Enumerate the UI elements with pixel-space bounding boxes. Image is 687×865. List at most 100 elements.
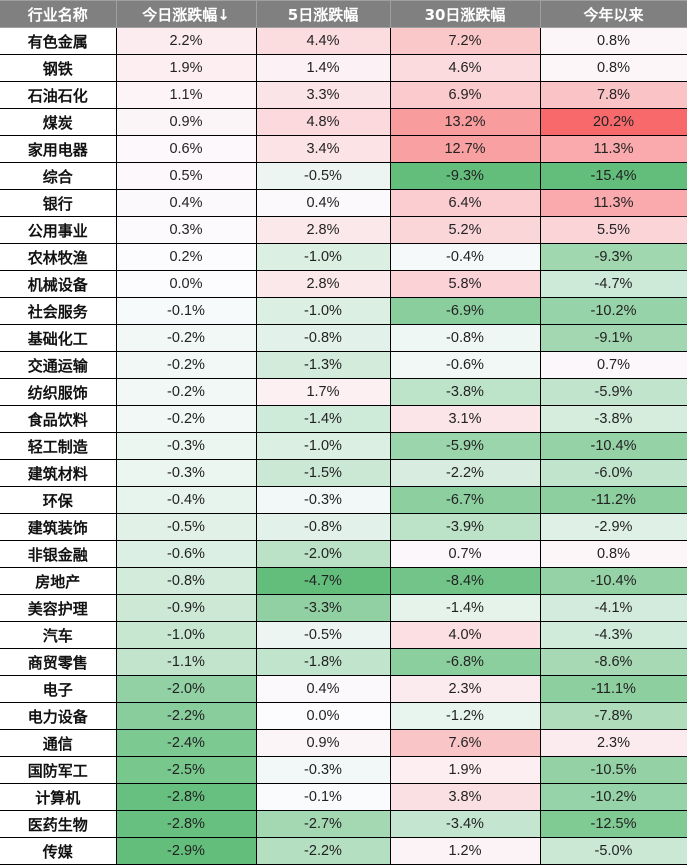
industry-name-cell: 基础化工 xyxy=(0,324,117,352)
table-row: 煤炭 0.9% 4.8% 13.2% 20.2% xyxy=(0,108,687,136)
daily-change-cell: 2.2% xyxy=(115,27,257,55)
daily-change-cell: -2.0% xyxy=(115,675,257,703)
5day-change-cell: -4.7% xyxy=(255,567,391,595)
daily-change-cell: -2.8% xyxy=(115,783,257,811)
30day-change-cell: -0.8% xyxy=(389,324,541,352)
table-row: 交通运输 -0.2% -1.3% -0.6% 0.7% xyxy=(0,351,687,379)
ytd-change-cell: 0.7% xyxy=(539,351,687,379)
table-row: 电力设备 -2.2% 0.0% -1.2% -7.8% xyxy=(0,702,687,730)
5day-change-cell: 1.7% xyxy=(255,378,391,406)
daily-change-cell: -0.3% xyxy=(115,459,257,487)
ytd-change-cell: -2.9% xyxy=(539,513,687,541)
30day-change-cell: -6.7% xyxy=(389,486,541,514)
table-row: 医药生物 -2.8% -2.7% -3.4% -12.5% xyxy=(0,810,687,838)
daily-change-cell: 0.6% xyxy=(115,135,257,163)
industry-name-cell: 传媒 xyxy=(0,837,117,865)
table-row: 机械设备 0.0% 2.8% 5.8% -4.7% xyxy=(0,270,687,298)
30day-change-cell: -9.3% xyxy=(389,162,541,190)
5day-change-cell: -1.4% xyxy=(255,405,391,433)
header-row: 行业名称 今日涨跌幅↓ 5日涨跌幅 30日涨跌幅 今年以来 xyxy=(0,0,687,28)
daily-change-cell: -0.8% xyxy=(115,567,257,595)
daily-change-cell: -2.2% xyxy=(115,702,257,730)
header-industry-name[interactable]: 行业名称 xyxy=(0,0,117,28)
industry-name-cell: 通信 xyxy=(0,729,117,757)
daily-change-cell: -1.0% xyxy=(115,621,257,649)
5day-change-cell: -1.3% xyxy=(255,351,391,379)
industry-name-cell: 建筑装饰 xyxy=(0,513,117,541)
5day-change-cell: 4.4% xyxy=(255,27,391,55)
5day-change-cell: -0.5% xyxy=(255,621,391,649)
header-daily-change-sorted[interactable]: 今日涨跌幅↓ xyxy=(115,0,257,28)
30day-change-cell: 7.6% xyxy=(389,729,541,757)
industry-name-cell: 石油石化 xyxy=(0,81,117,109)
daily-change-cell: -0.2% xyxy=(115,324,257,352)
daily-change-cell: -2.4% xyxy=(115,729,257,757)
5day-change-cell: -0.3% xyxy=(255,756,391,784)
5day-change-cell: -0.1% xyxy=(255,783,391,811)
table-row: 有色金属 2.2% 4.4% 7.2% 0.8% xyxy=(0,27,687,55)
5day-change-cell: 2.8% xyxy=(255,216,391,244)
5day-change-cell: 3.4% xyxy=(255,135,391,163)
table-row: 美容护理 -0.9% -3.3% -1.4% -4.1% xyxy=(0,594,687,622)
daily-change-cell: 0.9% xyxy=(115,108,257,136)
industry-name-cell: 环保 xyxy=(0,486,117,514)
industry-name-cell: 钢铁 xyxy=(0,54,117,82)
industry-name-cell: 纺织服饰 xyxy=(0,378,117,406)
5day-change-cell: -2.7% xyxy=(255,810,391,838)
header-30day-change[interactable]: 30日涨跌幅 xyxy=(389,0,541,28)
30day-change-cell: 1.9% xyxy=(389,756,541,784)
ytd-change-cell: -10.2% xyxy=(539,297,687,325)
industry-name-cell: 建筑材料 xyxy=(0,459,117,487)
industry-name-cell: 国防军工 xyxy=(0,756,117,784)
ytd-change-cell: -6.0% xyxy=(539,459,687,487)
5day-change-cell: 0.9% xyxy=(255,729,391,757)
5day-change-cell: -0.8% xyxy=(255,324,391,352)
5day-change-cell: 4.8% xyxy=(255,108,391,136)
ytd-change-cell: -5.0% xyxy=(539,837,687,865)
table-row: 环保 -0.4% -0.3% -6.7% -11.2% xyxy=(0,486,687,514)
ytd-change-cell: -5.9% xyxy=(539,378,687,406)
30day-change-cell: 5.2% xyxy=(389,216,541,244)
30day-change-cell: 13.2% xyxy=(389,108,541,136)
daily-change-cell: -0.9% xyxy=(115,594,257,622)
industry-name-cell: 公用事业 xyxy=(0,216,117,244)
header-5day-change[interactable]: 5日涨跌幅 xyxy=(255,0,391,28)
30day-change-cell: -2.2% xyxy=(389,459,541,487)
5day-change-cell: 0.4% xyxy=(255,675,391,703)
daily-change-cell: -2.5% xyxy=(115,756,257,784)
table-row: 建筑材料 -0.3% -1.5% -2.2% -6.0% xyxy=(0,459,687,487)
ytd-change-cell: 0.8% xyxy=(539,540,687,568)
header-ytd-change[interactable]: 今年以来 xyxy=(539,0,687,28)
table-row: 建筑装饰 -0.5% -0.8% -3.9% -2.9% xyxy=(0,513,687,541)
30day-change-cell: 5.8% xyxy=(389,270,541,298)
ytd-change-cell: 7.8% xyxy=(539,81,687,109)
ytd-change-cell: -12.5% xyxy=(539,810,687,838)
ytd-change-cell: -4.7% xyxy=(539,270,687,298)
30day-change-cell: -6.9% xyxy=(389,297,541,325)
industry-name-cell: 房地产 xyxy=(0,567,117,595)
ytd-change-cell: -11.2% xyxy=(539,486,687,514)
industry-name-cell: 非银金融 xyxy=(0,540,117,568)
industry-name-cell: 银行 xyxy=(0,189,117,217)
ytd-change-cell: -10.2% xyxy=(539,783,687,811)
30day-change-cell: -0.4% xyxy=(389,243,541,271)
ytd-change-cell: 11.3% xyxy=(539,135,687,163)
table-row: 通信 -2.4% 0.9% 7.6% 2.3% xyxy=(0,729,687,757)
table-row: 非银金融 -0.6% -2.0% 0.7% 0.8% xyxy=(0,540,687,568)
30day-change-cell: -0.6% xyxy=(389,351,541,379)
industry-name-cell: 机械设备 xyxy=(0,270,117,298)
30day-change-cell: 4.0% xyxy=(389,621,541,649)
5day-change-cell: -3.3% xyxy=(255,594,391,622)
5day-change-cell: -2.2% xyxy=(255,837,391,865)
industry-name-cell: 商贸零售 xyxy=(0,648,117,676)
daily-change-cell: -2.8% xyxy=(115,810,257,838)
table-row: 银行 0.4% 0.4% 6.4% 11.3% xyxy=(0,189,687,217)
table-row: 纺织服饰 -0.2% 1.7% -3.8% -5.9% xyxy=(0,378,687,406)
5day-change-cell: 3.3% xyxy=(255,81,391,109)
daily-change-cell: -0.6% xyxy=(115,540,257,568)
daily-change-cell: -0.1% xyxy=(115,297,257,325)
ytd-change-cell: 20.2% xyxy=(539,108,687,136)
ytd-change-cell: -8.6% xyxy=(539,648,687,676)
5day-change-cell: -1.0% xyxy=(255,243,391,271)
daily-change-cell: -2.9% xyxy=(115,837,257,865)
